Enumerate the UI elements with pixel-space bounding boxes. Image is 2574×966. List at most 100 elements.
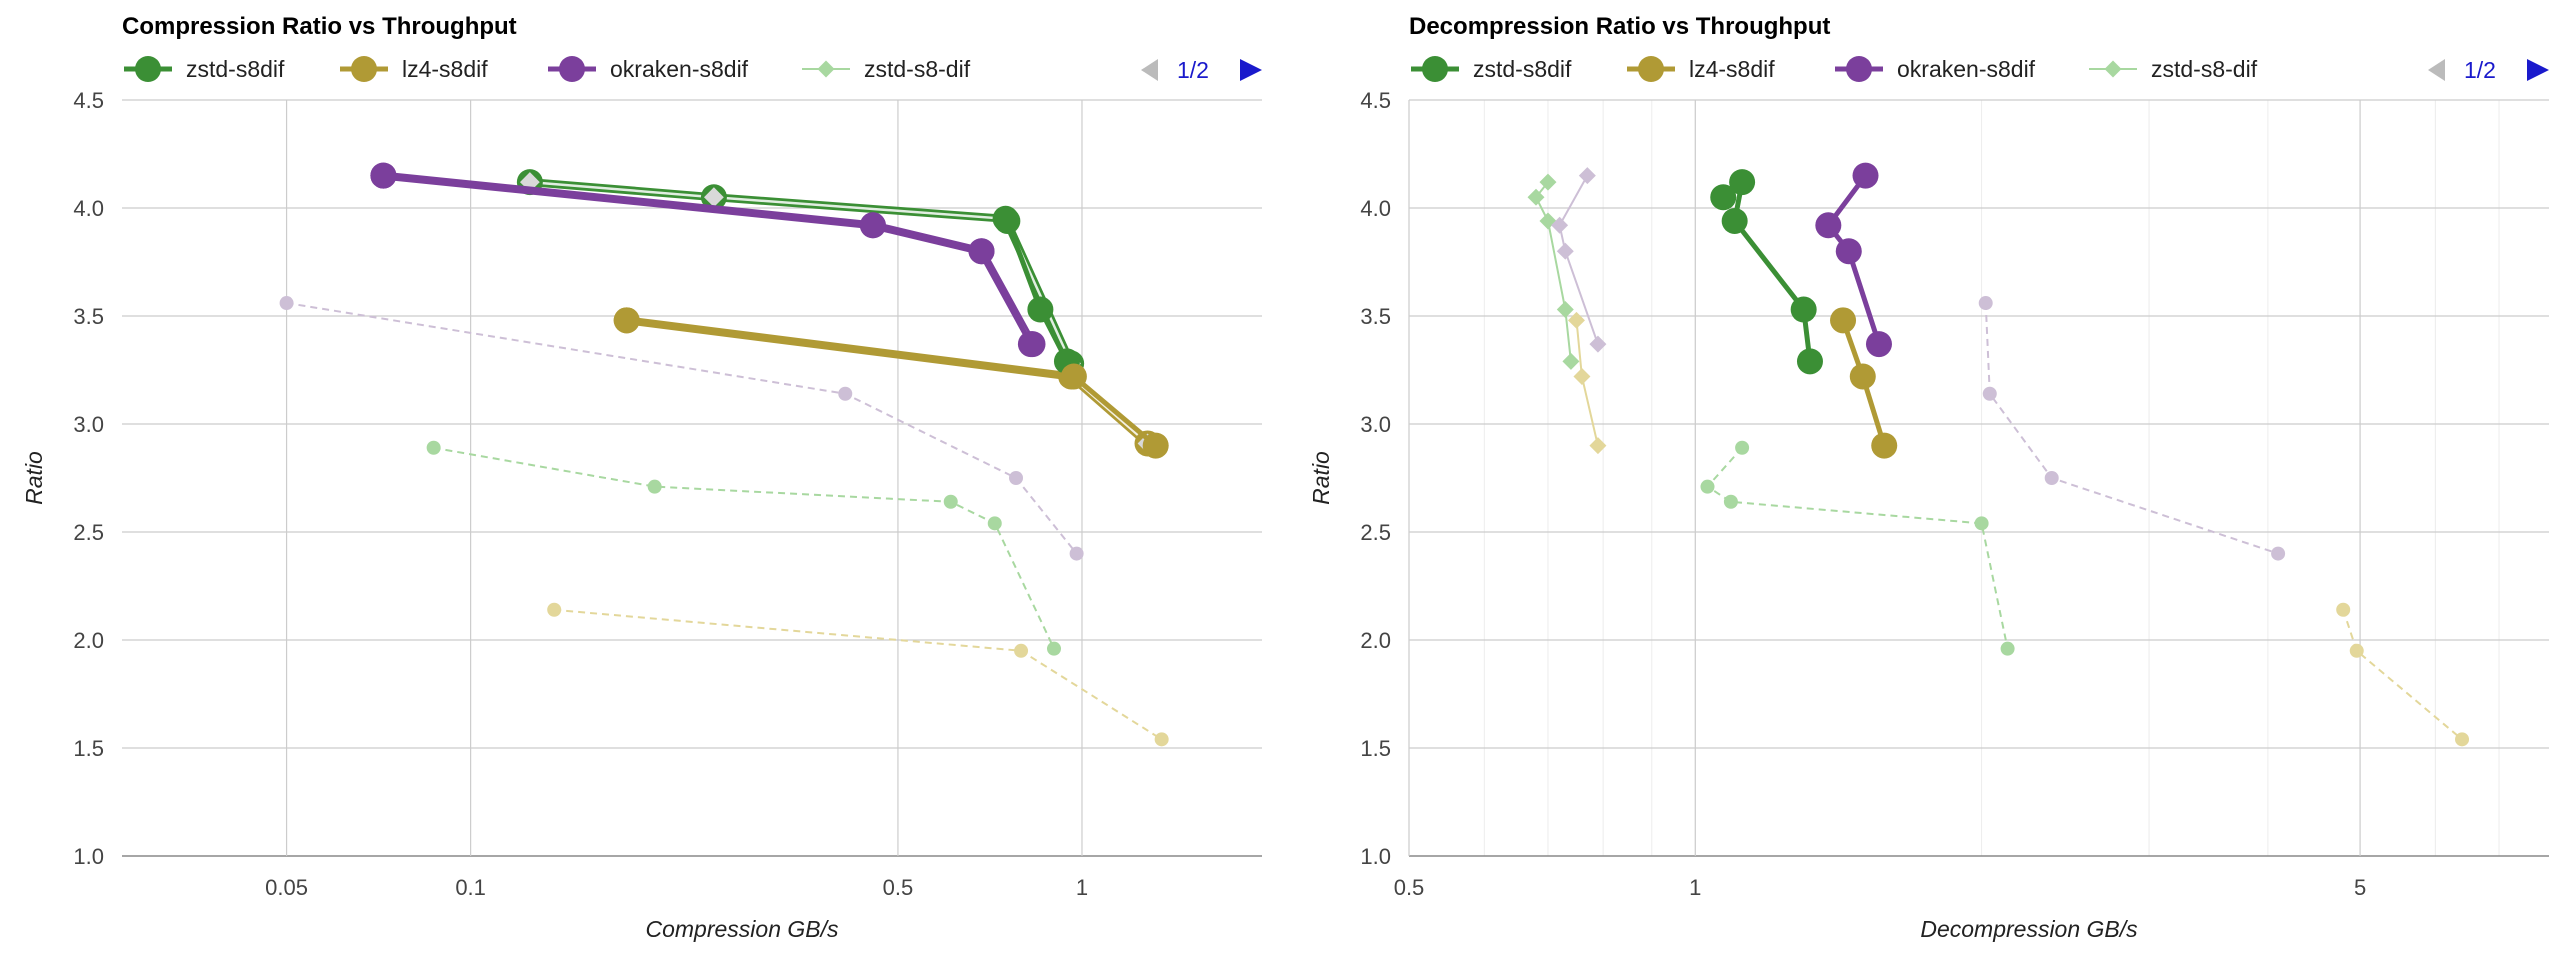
- compression-data-point[interactable]: [1060, 363, 1087, 390]
- decompression-legend: zstd-s8dif lz4-s8dif okraken-s8dif zstd-s8-…: [1411, 56, 2258, 82]
- decompression-x-tick-label: 5: [2354, 875, 2366, 900]
- compression-data-point[interactable]: [943, 494, 958, 509]
- compression-y-tick-label: 2.0: [73, 628, 104, 653]
- decompression-legend-item[interactable]: zstd-s8dif: [1411, 56, 1572, 82]
- decompression-y-tick-label: 3.0: [1360, 412, 1391, 437]
- decompression-data-point[interactable]: [1710, 184, 1737, 211]
- decompression-x-tick-label: 1: [1689, 875, 1701, 900]
- decompression-plot-area: [1527, 162, 2470, 747]
- decompression-data-point[interactable]: [2455, 732, 2470, 747]
- decompression-legend-item[interactable]: zstd-s8-dif: [2089, 56, 2258, 82]
- compression-data-point[interactable]: [968, 238, 995, 265]
- decompression-data-point[interactable]: [1527, 188, 1545, 206]
- decompression-legend-marker: [2104, 60, 2122, 78]
- decompression-data-point[interactable]: [2044, 471, 2059, 485]
- compression-legend-page: 1/2: [1177, 57, 1209, 83]
- decompression-data-point[interactable]: [1835, 238, 1862, 265]
- decompression-data-point[interactable]: [1723, 494, 1738, 509]
- compression-data-point[interactable]: [987, 516, 1002, 531]
- compression-data-point[interactable]: [1154, 732, 1169, 747]
- decompression-data-point[interactable]: [1974, 516, 1989, 531]
- compression-legend-item[interactable]: zstd-s8-dif: [802, 56, 971, 82]
- decompression-data-point[interactable]: [1721, 207, 1748, 234]
- compression-data-point[interactable]: [1027, 296, 1054, 323]
- decompression-data-point[interactable]: [1556, 242, 1574, 260]
- decompression-legend-next-icon[interactable]: [2527, 59, 2549, 81]
- decompression-data-point[interactable]: [2349, 643, 2364, 658]
- decompression-data-point[interactable]: [1815, 212, 1842, 239]
- compression-legend-prev-icon[interactable]: [1141, 59, 1158, 81]
- decompression-data-point[interactable]: [1573, 367, 1591, 385]
- decompression-data-point[interactable]: [1562, 352, 1580, 370]
- compression-legend-item[interactable]: zstd-s8dif: [124, 56, 285, 82]
- decompression-data-point[interactable]: [1735, 440, 1750, 455]
- compression-data-point[interactable]: [279, 296, 294, 311]
- decompression-data-point[interactable]: [1865, 331, 1892, 358]
- decompression-data-point[interactable]: [1578, 167, 1596, 185]
- decompression-legend-label: zstd-s8dif: [1473, 56, 1572, 82]
- decompression-y-tick-label: 1.0: [1360, 844, 1391, 869]
- decompression-legend-label: lz4-s8dif: [1689, 56, 1775, 82]
- decompression-data-point[interactable]: [1589, 335, 1607, 353]
- compression-data-point[interactable]: [1017, 331, 1044, 358]
- decompression-y-tick-label: 2.0: [1360, 628, 1391, 653]
- decompression-data-point[interactable]: [1700, 479, 1715, 494]
- decompression-legend-label: okraken-s8dif: [1897, 56, 2036, 82]
- compression-data-point[interactable]: [1069, 546, 1084, 561]
- compression-data-point[interactable]: [547, 602, 562, 617]
- decompression-data-point[interactable]: [2000, 641, 2015, 656]
- decompression-data-point[interactable]: [1871, 432, 1898, 459]
- compression-x-tick-label: 0.05: [265, 875, 308, 900]
- decompression-data-point[interactable]: [1556, 301, 1574, 319]
- decompression-data-point[interactable]: [1729, 169, 1756, 196]
- compression-data-point[interactable]: [1047, 641, 1062, 656]
- compression-data-point[interactable]: [426, 440, 441, 455]
- compression-y-tick-label: 1.5: [73, 736, 104, 761]
- compression-chart-title: Compression Ratio vs Throughput: [122, 13, 517, 40]
- compression-legend-marker: [817, 60, 835, 78]
- decompression-y-axis-label: Ratio: [1308, 451, 1334, 505]
- compression-series-line: [286, 302, 1078, 555]
- decompression-data-point[interactable]: [1830, 307, 1857, 334]
- decompression-data-point[interactable]: [1790, 296, 1817, 323]
- compression-data-point[interactable]: [994, 207, 1021, 234]
- decompression-legend-item[interactable]: lz4-s8dif: [1627, 56, 1775, 82]
- decompression-y-tick-label: 1.5: [1360, 736, 1391, 761]
- compression-legend-next-icon[interactable]: [1240, 59, 1262, 81]
- decompression-series-line: [2342, 609, 2463, 741]
- decompression-legend-marker: [1638, 56, 1664, 82]
- compression-x-tick-label: 0.1: [455, 875, 486, 900]
- compression-data-point[interactable]: [613, 307, 640, 334]
- decompression-data-point[interactable]: [1589, 437, 1607, 455]
- compression-data-point[interactable]: [838, 386, 853, 401]
- decompression-data-point[interactable]: [2271, 546, 2286, 561]
- decompression-data-point[interactable]: [1982, 386, 1997, 401]
- decompression-data-point[interactable]: [1852, 162, 1879, 189]
- compression-x-tick-label: 0.5: [883, 875, 914, 900]
- decompression-series-line: [1825, 174, 1882, 345]
- compression-data-point[interactable]: [1014, 643, 1029, 658]
- compression-legend-marker: [135, 56, 161, 82]
- compression-data-point[interactable]: [370, 162, 397, 189]
- compression-series-line-highlight: [529, 180, 1073, 365]
- compression-x-tick-label: 1: [1076, 875, 1088, 900]
- decompression-series-line: [1534, 181, 1572, 362]
- compression-y-tick-label: 4.0: [73, 196, 104, 221]
- decompression-legend-prev-icon[interactable]: [2428, 59, 2445, 81]
- compression-y-tick-label: 2.5: [73, 520, 104, 545]
- decompression-data-point[interactable]: [1567, 311, 1585, 329]
- compression-data-point[interactable]: [647, 479, 662, 494]
- compression-data-point[interactable]: [859, 212, 886, 239]
- compression-data-point[interactable]: [1009, 471, 1024, 485]
- decompression-legend-item[interactable]: okraken-s8dif: [1835, 56, 2036, 82]
- decompression-data-point[interactable]: [1796, 348, 1823, 375]
- decompression-data-point[interactable]: [2336, 602, 2351, 617]
- decompression-data-point[interactable]: [1978, 296, 1993, 311]
- compression-data-point[interactable]: [1142, 432, 1169, 459]
- compression-legend-item[interactable]: okraken-s8dif: [548, 56, 749, 82]
- compression-y-axis-label: Ratio: [21, 451, 47, 505]
- compression-legend-item[interactable]: lz4-s8dif: [340, 56, 488, 82]
- decompression-data-point[interactable]: [1849, 363, 1876, 390]
- compression-y-tick-label: 1.0: [73, 844, 104, 869]
